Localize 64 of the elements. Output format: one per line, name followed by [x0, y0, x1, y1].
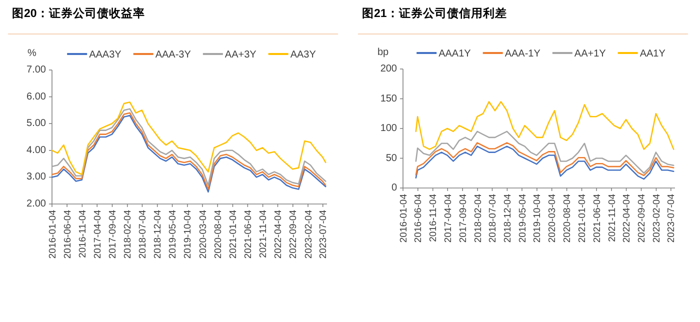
y-tick-label: 2.00	[26, 198, 46, 210]
y-tick-label: 3.00	[26, 172, 46, 183]
x-tick-label: 2022-04-04	[622, 194, 633, 243]
x-tick-label: 2023-02-04	[303, 210, 314, 259]
x-tick-label: 2019-05-04	[168, 210, 179, 259]
x-tick-label: 2021-06-04	[592, 194, 603, 243]
line-series	[415, 130, 674, 174]
y-tick-label: 200	[380, 64, 398, 74]
legend-label: AA1Y	[640, 48, 666, 60]
x-tick-label: 2019-05-04	[517, 194, 528, 243]
x-tick-label: 2020-08-04	[562, 194, 574, 243]
y-axis-title: bp	[377, 47, 389, 58]
legend-label: AAA1Y	[438, 48, 472, 60]
line-series	[51, 102, 326, 176]
x-tick-label: 2016-11-04	[77, 210, 88, 258]
x-tick-label: 2020-03-04	[547, 194, 558, 243]
x-tick-label: 2016-06-04	[413, 194, 424, 243]
y-tick-label: 7.00	[26, 64, 46, 76]
legend-label: AA+1Y	[574, 48, 606, 60]
y-tick-label: 0	[391, 182, 398, 194]
x-tick-label: 2016-01-04	[47, 210, 58, 259]
x-tick-label: 2018-02-04	[122, 210, 134, 259]
x-tick-label: 2017-09-04	[458, 194, 469, 243]
x-tick-label: 2022-04-04	[273, 210, 284, 259]
x-tick-label: 2021-01-04	[577, 194, 588, 243]
x-tick-label: 2022-09-04	[636, 194, 648, 243]
y-tick-label: 150	[380, 93, 398, 104]
legend-label: AA3Y	[290, 50, 316, 60]
x-tick-label: 2018-07-04	[488, 194, 499, 243]
x-tick-label: 2018-12-04	[152, 210, 164, 259]
x-tick-label: 2016-06-04	[62, 210, 74, 259]
x-tick-label: 2017-04-04	[442, 194, 454, 243]
x-tick-label: 2021-11-04	[606, 194, 618, 242]
x-tick-label: 2020-08-04	[212, 210, 224, 259]
x-tick-label: 2016-11-04	[428, 194, 440, 242]
x-tick-label: 2017-09-04	[108, 210, 119, 259]
y-tick-label: 50	[386, 152, 398, 164]
x-tick-label: 2023-07-04	[318, 210, 330, 259]
x-tick-label: 2022-09-04	[288, 210, 300, 259]
x-tick-label: 2021-06-04	[242, 210, 254, 259]
line-series	[415, 101, 674, 150]
x-tick-label: 2019-10-04	[532, 194, 544, 243]
y-tick-label: 6.00	[26, 91, 46, 102]
legend-label: AAA3Y	[89, 50, 122, 60]
x-tick-label: 2018-07-04	[138, 210, 149, 259]
x-tick-label: 2016-01-04	[398, 194, 410, 243]
legend-label: AAA-3Y	[155, 50, 192, 60]
x-tick-label: 2020-03-04	[198, 210, 209, 259]
legend-label: AA+3Y	[224, 50, 257, 60]
x-tick-label: 2023-07-04	[666, 194, 678, 243]
chart-title: 图21：证券公司债信用利差	[362, 6, 507, 20]
legend-label: AAA-1Y	[504, 48, 541, 60]
x-tick-label: 2021-11-04	[258, 210, 270, 258]
x-tick-label: 2018-02-04	[472, 194, 484, 243]
x-tick-label: 2019-10-04	[182, 210, 194, 259]
x-tick-label: 2017-04-04	[92, 210, 104, 259]
x-tick-label: 2018-12-04	[502, 194, 514, 243]
y-axis-title: %	[28, 48, 37, 59]
x-tick-label: 2021-01-04	[228, 210, 240, 259]
y-tick-label: 5.00	[26, 118, 46, 130]
chart-title: 图20：证券公司债收益率	[12, 6, 145, 20]
y-tick-label: 100	[380, 123, 398, 134]
x-tick-label: 2023-02-04	[652, 194, 663, 243]
y-tick-label: 4.00	[26, 144, 46, 156]
